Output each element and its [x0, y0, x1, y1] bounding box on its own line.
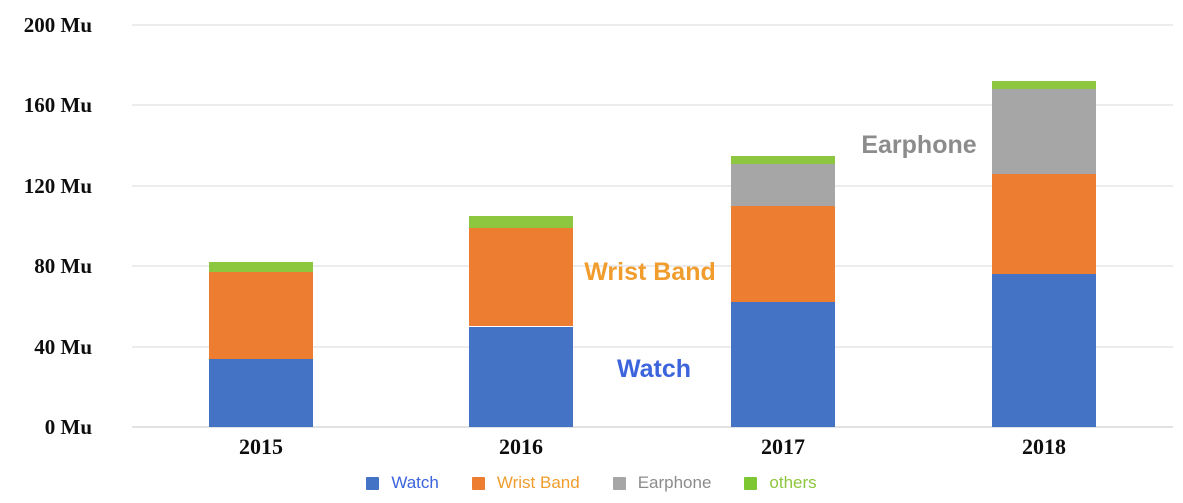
- bar-segment-watch-2018: [992, 274, 1096, 427]
- legend-label: Watch: [391, 473, 439, 492]
- gridline-160: [132, 104, 1173, 107]
- x-tick-label-2015: 2015: [239, 434, 283, 459]
- legend-item-earphone: Earphone: [612, 473, 712, 492]
- y-tick-label-120: 120 Mu: [23, 173, 92, 198]
- gridline-0: [132, 426, 1173, 428]
- bar-segment-wrist-band-2016: [469, 228, 573, 327]
- bar-segment-others-2015: [209, 262, 313, 273]
- bar-segment-wrist-band-2017: [731, 205, 835, 303]
- legend-swatch-icon: [744, 476, 758, 490]
- y-tick-label-160: 160 Mu: [23, 93, 92, 118]
- series-annotation-earphone: Earphone: [861, 131, 977, 159]
- x-tick-label-2018: 2018: [1022, 434, 1066, 459]
- legend-label: Earphone: [637, 473, 712, 492]
- gridline-40: [132, 345, 1173, 348]
- legend-swatch-icon: [612, 476, 626, 490]
- bar-segment-others-2017: [731, 155, 835, 164]
- bar-segment-others-2016: [469, 215, 573, 228]
- chart-legend: Watch Wrist Band Earphone others: [0, 470, 1183, 496]
- y-tick-label-0: 0 Mu: [44, 415, 92, 439]
- y-tick-label-80: 80 Mu: [34, 254, 92, 279]
- x-tick-label-2016: 2016: [499, 434, 543, 459]
- legend-item-others: others: [744, 473, 817, 492]
- bar-segment-watch-2016: [469, 326, 573, 427]
- series-annotation-wrist-band: Wrist Band: [584, 258, 716, 286]
- y-tick-label-40: 40 Mu: [34, 334, 92, 359]
- bar-segment-watch-2015: [209, 358, 313, 427]
- gridline-120: [132, 184, 1173, 187]
- legend-item-wrist-band: Wrist Band: [471, 473, 580, 492]
- legend-label: Wrist Band: [496, 473, 580, 492]
- bar-segment-wrist-band-2015: [209, 272, 313, 359]
- gridline-80: [132, 265, 1173, 268]
- bar-segment-wrist-band-2018: [992, 173, 1096, 275]
- gridline-200: [132, 24, 1173, 26]
- legend-label: others: [769, 473, 817, 492]
- bar-segment-earphone-2017: [731, 163, 835, 206]
- x-tick-label-2017: 2017: [761, 434, 805, 459]
- legend-swatch-icon: [366, 476, 380, 490]
- bar-segment-others-2018: [992, 81, 1096, 90]
- bar-segment-earphone-2018: [992, 89, 1096, 174]
- bar-segment-watch-2017: [731, 302, 835, 427]
- y-tick-label-200: 200 Mu: [23, 13, 92, 37]
- series-annotation-watch: Watch: [616, 355, 692, 383]
- legend-item-watch: Watch: [366, 474, 439, 492]
- legend-swatch-icon: [471, 476, 485, 490]
